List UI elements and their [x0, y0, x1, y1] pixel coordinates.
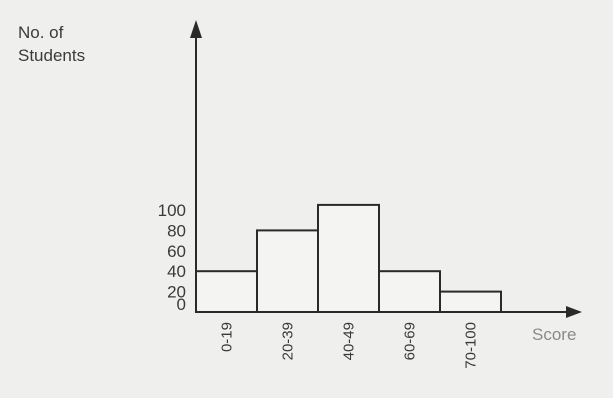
y-tick-label: 40 [167, 262, 186, 281]
bars [195, 203, 502, 314]
bar-70-100 [439, 290, 502, 314]
x-axis-arrow [566, 306, 582, 318]
x-tick-label: 40-49 [341, 322, 358, 360]
bar-60-69 [378, 270, 441, 314]
axes [190, 20, 582, 318]
x-tick-label: 60-69 [402, 322, 419, 360]
y-axis-label-line-1: No. of [18, 23, 64, 42]
bar-40-49 [317, 203, 380, 313]
bar-0-19 [195, 270, 258, 314]
x-tick-label: 70-100 [463, 322, 480, 369]
y-tick-label: 80 [167, 221, 186, 240]
y-tick-label: 100 [158, 201, 186, 220]
x-tick-label: 0-19 [219, 322, 236, 352]
y-tick-label: 0 [177, 295, 186, 314]
x-tick-label: 20-39 [280, 322, 297, 360]
y-tick-label: 60 [167, 242, 186, 261]
y-tick-label: 20 [167, 283, 186, 302]
y-axis-arrow [190, 20, 202, 38]
y-axis-label-line-2: Students [18, 46, 85, 65]
bar-20-39 [256, 229, 319, 313]
x-axis-label: Score [532, 325, 576, 344]
x-axis-ticks: 0-19 20-39 40-49 60-69 70-100 [219, 322, 480, 369]
